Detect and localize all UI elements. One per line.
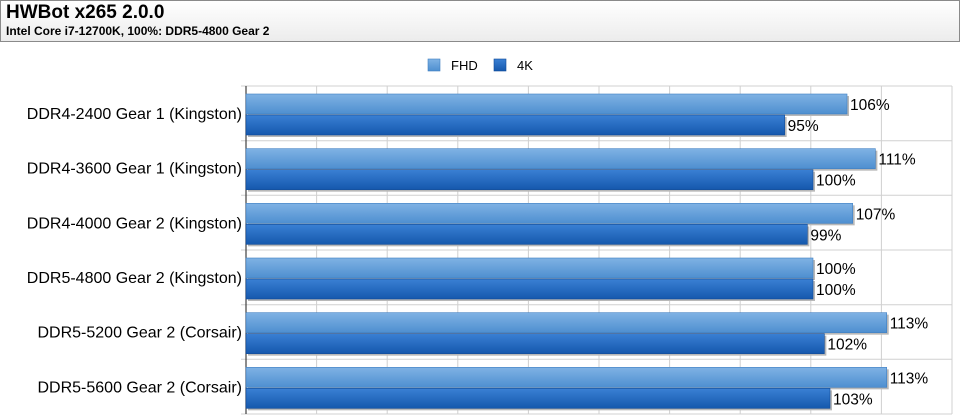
data-label: 95% [788,118,819,135]
legend-swatch-fhd [427,58,441,72]
bar-fhd [245,257,814,279]
category-label: DDR4-3600 Gear 1 (Kingston) [27,161,242,178]
chart-header: HWBot x265 2.0.0 Intel Core i7-12700K, 1… [0,0,960,42]
data-label: 99% [810,227,841,244]
bar-fhd [245,148,876,169]
data-label: 102% [827,337,867,354]
data-label: 113% [890,370,929,387]
bar-fhd [245,312,888,333]
data-label: 100% [816,173,856,190]
gridlines [241,85,953,415]
category-label: DDR5-5200 Gear 2 (Corsair) [37,325,242,342]
category-label: DDR4-2400 Gear 1 (Kingston) [27,106,242,123]
bar-fhd [245,203,853,224]
legend-swatch-4k [493,58,507,72]
bar-4k [245,169,814,190]
bar-4k [245,333,825,354]
bar-4k [245,278,814,300]
data-label: 100% [816,261,856,278]
data-label: 106% [850,97,890,114]
legend-label-fhd: FHD [451,58,478,73]
category-label: DDR4-4000 Gear 2 (Kingston) [27,215,242,232]
bar-fhd [245,367,888,388]
bar-4k [245,388,831,409]
bar-4k [245,224,808,245]
chart-title: HWBot x265 2.0.0 [6,2,165,23]
chart-subtitle: Intel Core i7-12700K, 100%: DDR5-4800 Ge… [6,24,270,38]
legend-label-4k: 4K [517,58,533,73]
category-label: DDR5-4800 Gear 2 (Kingston) [27,270,242,287]
data-label: 100% [816,282,856,299]
data-label: 107% [856,206,896,223]
bars: 106%95%111%100%107%99%100%100%113%102%11… [245,93,929,411]
category-label: DDR5-5600 Gear 2 (Corsair) [37,379,242,396]
bar-4k [245,114,785,136]
data-label: 103% [833,391,873,408]
category-labels: DDR4-2400 Gear 1 (Kingston) DDR4-3600 Gea… [27,106,242,396]
legend: FHD 4K [427,58,533,73]
data-label: 113% [890,316,929,333]
data-label: 111% [878,152,916,169]
bar-fhd [245,93,848,115]
